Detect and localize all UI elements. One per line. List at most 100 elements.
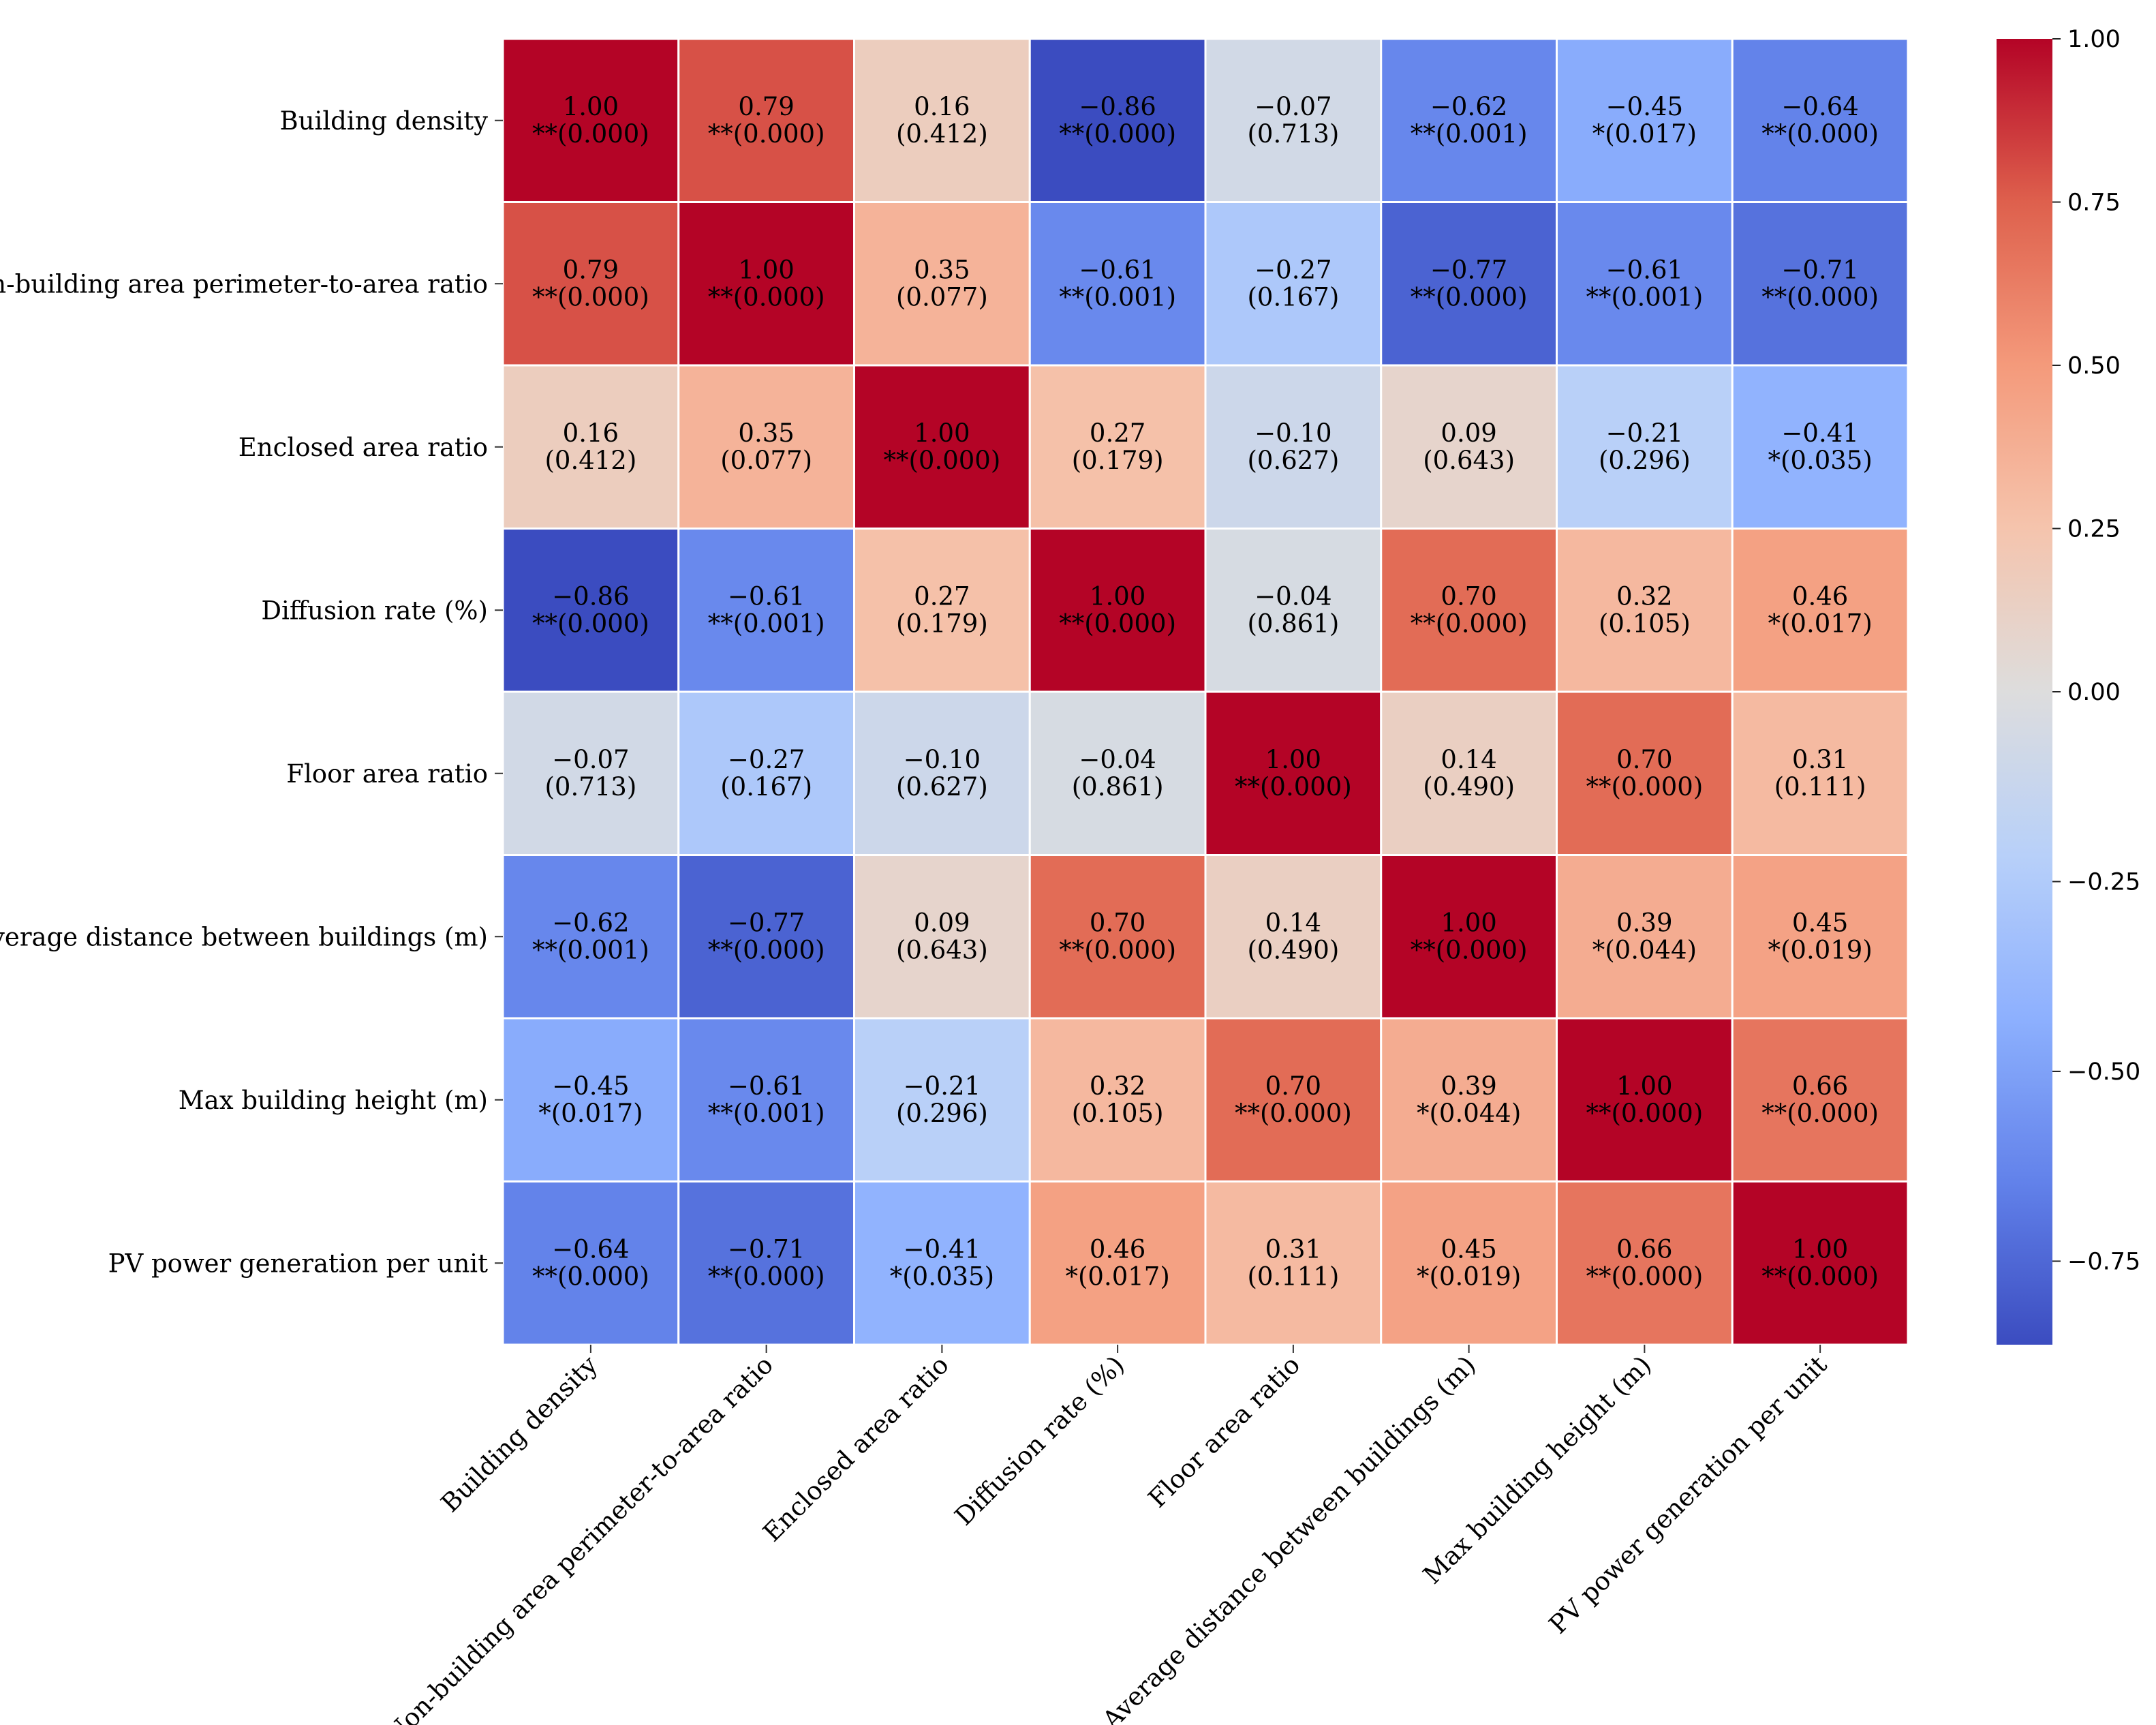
heatmap-cell (1204, 1017, 1383, 1182)
cell-value-label: −0.45 (1606, 92, 1683, 121)
cell-p-value-label: *(0.017) (1065, 1262, 1169, 1291)
cell-p-value-label: **(0.000) (1059, 935, 1176, 964)
cell-value-label: −0.61 (728, 581, 805, 611)
heatmap-cell (1380, 201, 1558, 367)
cell-value-label: 0.66 (1616, 1234, 1672, 1264)
cell-value-label: −0.41 (1781, 418, 1858, 448)
row-label: PV power generation per unit (108, 1249, 488, 1278)
cell-p-value-label: **(0.000) (1761, 282, 1879, 311)
cell-value-label: −0.77 (1430, 255, 1507, 284)
cell-value-label: 0.16 (914, 92, 970, 121)
cell-p-value-label: *(0.017) (538, 1099, 643, 1128)
cell-p-value-label: **(0.000) (1411, 609, 1528, 638)
cell-p-value-label: (0.167) (1247, 282, 1339, 311)
colorbar-tick-label: −0.75 (2067, 1248, 2140, 1275)
row-label: Non-building area perimeter-to-area rati… (0, 269, 488, 299)
cell-p-value-label: **(0.000) (532, 119, 649, 149)
heatmap-cell (1556, 690, 1734, 856)
heatmap-cell (1204, 690, 1383, 856)
heatmap-cell (1028, 690, 1207, 856)
colorbar-tick-label: 0.25 (2067, 516, 2121, 543)
cell-p-value-label: (0.713) (544, 772, 636, 802)
cell-p-value-label: (0.167) (720, 772, 812, 802)
cell-p-value-label: (0.111) (1774, 772, 1866, 802)
heatmap-cell (1731, 364, 1909, 530)
cell-p-value-label: **(0.001) (708, 1099, 825, 1128)
cell-p-value-label: (0.105) (1072, 1099, 1164, 1128)
cell-p-value-label: (0.179) (896, 609, 988, 638)
cell-value-label: −0.04 (1254, 581, 1331, 611)
heatmap-cell (1380, 1017, 1558, 1182)
heatmap-cell (1731, 690, 1909, 856)
cell-value-label: −0.62 (1430, 92, 1507, 121)
cell-p-value-label: **(0.000) (1586, 1099, 1703, 1128)
cell-value-label: 0.31 (1792, 745, 1848, 774)
colorbar-tick-label: 1.00 (2067, 26, 2121, 53)
heatmap-cell (502, 364, 680, 530)
cell-p-value-label: **(0.000) (1059, 119, 1176, 149)
row-label: Floor area ratio (286, 759, 488, 789)
colorbar-tick-label: 0.00 (2067, 679, 2121, 706)
cell-value-label: −0.71 (1781, 255, 1858, 284)
cell-value-label: 0.46 (1792, 581, 1848, 611)
heatmap-cell (1204, 1180, 1383, 1346)
cell-value-label: 0.35 (738, 418, 794, 448)
cell-p-value-label: (0.296) (896, 1099, 988, 1128)
cell-p-value-label: **(0.000) (1586, 772, 1703, 802)
cell-value-label: −0.21 (904, 1071, 981, 1101)
heatmap-cell (677, 37, 855, 203)
cell-value-label: 1.00 (914, 418, 970, 448)
cell-value-label: 0.31 (1265, 1234, 1321, 1264)
heatmap-cell (1556, 1017, 1734, 1182)
cell-value-label: 0.66 (1792, 1071, 1848, 1101)
heatmap-cell (1204, 201, 1383, 367)
cell-p-value-label: *(0.044) (1417, 1099, 1521, 1128)
heatmap-cells: 1.00**(0.000)0.79**(0.000)0.16(0.412)−0.… (502, 37, 1909, 1346)
row-label: Enclosed area ratio (238, 433, 488, 462)
cell-value-label: −0.61 (1079, 255, 1156, 284)
cell-value-label: −0.77 (728, 908, 805, 937)
heatmap-cell (1028, 528, 1207, 693)
heatmap-cell (677, 364, 855, 530)
cell-value-label: −0.61 (1606, 255, 1683, 284)
heatmap-cell (1028, 364, 1207, 530)
heatmap-cell (853, 1180, 1031, 1346)
heatmap-cell (677, 854, 855, 1020)
cell-value-label: 0.70 (1616, 745, 1672, 774)
cell-value-label: 0.32 (1616, 581, 1672, 611)
cell-value-label: 1.00 (738, 255, 794, 284)
cell-p-value-label: (0.077) (896, 282, 988, 311)
cell-p-value-label: **(0.000) (1761, 1262, 1879, 1291)
cell-value-label: 1.00 (1265, 745, 1321, 774)
heatmap-cell (1556, 854, 1734, 1020)
row-labels: Building density Non-building area perime… (0, 106, 503, 1278)
cell-value-label: −0.10 (904, 745, 981, 774)
cell-value-label: −0.07 (1254, 92, 1331, 121)
cell-value-label: −0.10 (1254, 418, 1331, 448)
heatmap-cell (1731, 854, 1909, 1020)
cell-value-label: 0.39 (1616, 908, 1672, 937)
cell-p-value-label: (0.296) (1599, 446, 1691, 475)
cell-p-value-label: **(0.000) (708, 119, 825, 149)
cell-value-label: 1.00 (1616, 1071, 1672, 1101)
cell-value-label: 0.45 (1441, 1234, 1496, 1264)
column-label: Floor area ratio (1143, 1350, 1306, 1513)
cell-p-value-label: **(0.000) (708, 282, 825, 311)
cell-value-label: 0.45 (1792, 908, 1848, 937)
heatmap-cell (853, 1017, 1031, 1182)
cell-p-value-label: *(0.017) (1592, 119, 1697, 149)
heatmap-cell (1204, 854, 1383, 1020)
heatmap-cell (502, 1017, 680, 1182)
cell-value-label: 0.79 (563, 255, 619, 284)
cell-value-label: −0.62 (552, 908, 629, 937)
cell-value-label: 0.27 (914, 581, 970, 611)
cell-value-label: −0.86 (552, 581, 629, 611)
heatmap-cell (1028, 201, 1207, 367)
cell-value-label: −0.71 (728, 1234, 805, 1264)
cell-value-label: 0.39 (1441, 1071, 1496, 1101)
cell-value-label: −0.86 (1079, 92, 1156, 121)
cell-p-value-label: **(0.000) (1411, 935, 1528, 964)
cell-p-value-label: (0.861) (1072, 772, 1164, 802)
colorbar-tick-label: 0.50 (2067, 352, 2121, 380)
